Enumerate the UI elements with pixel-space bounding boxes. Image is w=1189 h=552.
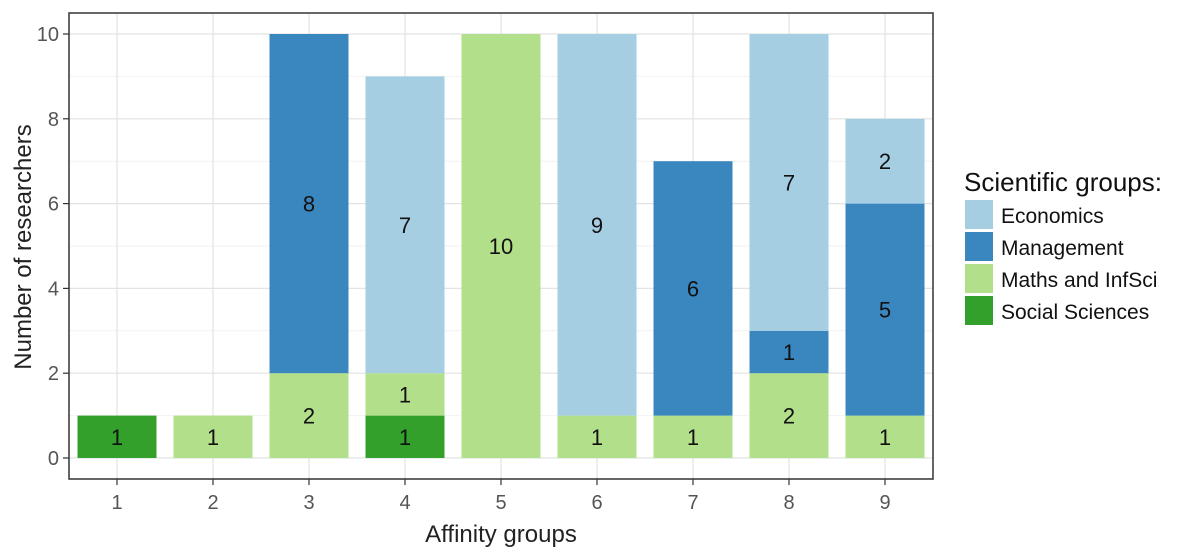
bar-segment (365, 76, 445, 374)
bar-segment (77, 415, 157, 458)
y-tick-label: 0 (48, 448, 59, 470)
y-tick-label: 8 (48, 109, 59, 131)
bar-value-label: 1 (591, 425, 603, 450)
x-axis-title: Affinity groups (425, 521, 577, 547)
bar-value-label: 1 (207, 425, 219, 450)
legend-label: Maths and InfSci (1001, 269, 1157, 292)
bar-segment (461, 34, 541, 458)
bar-value-label: 10 (489, 234, 513, 259)
bar-value-label: 5 (879, 298, 891, 323)
bar-segment (173, 415, 253, 458)
bar-segment (269, 373, 349, 458)
x-tick-label: 2 (207, 492, 218, 514)
y-axis-title: Number of researchers (10, 124, 37, 369)
bar-segment (845, 118, 925, 204)
x-tick-label: 4 (399, 492, 410, 514)
bar-value-label: 2 (879, 149, 891, 174)
bar-segment (845, 415, 925, 458)
y-tick-label: 6 (48, 194, 59, 216)
bar-value-label: 7 (783, 170, 795, 195)
bar-segment (749, 34, 829, 331)
bar-value-label: 6 (687, 276, 699, 301)
bar-value-label: 1 (111, 425, 123, 450)
bar-segment (365, 415, 445, 458)
bar-value-label: 8 (303, 192, 315, 217)
legend-label: Management (1001, 237, 1124, 260)
y-tick-label: 4 (48, 278, 59, 300)
x-tick-label: 8 (783, 492, 794, 514)
segment-labels: 1 1 2 8 1 1 7 10 1 9 1 6 2 1 7 1 5 2 (111, 149, 891, 450)
bar-value-label: 7 (399, 213, 411, 238)
legend-swatch (965, 232, 993, 261)
bar-value-label: 1 (879, 425, 891, 450)
legend-title: Scientific groups: (964, 167, 1162, 197)
bar-segment (749, 330, 829, 374)
bar-segment (365, 373, 445, 416)
bar-value-label: 1 (399, 382, 411, 407)
bar-segment (269, 34, 349, 374)
x-tick-label: 5 (495, 492, 506, 514)
bar-segment (845, 203, 925, 416)
bar-segment (749, 373, 829, 458)
legend-label: Social Sciences (1001, 301, 1149, 324)
bar-value-label: 1 (783, 340, 795, 365)
x-tick-label: 3 (303, 492, 314, 514)
bar-value-label: 9 (591, 213, 603, 238)
bar-value-label: 1 (687, 425, 699, 450)
bar-value-label: 1 (399, 425, 411, 450)
legend-swatch (965, 296, 993, 325)
x-tick-label: 9 (879, 492, 890, 514)
bars (77, 34, 925, 458)
bar-value-label: 2 (783, 404, 795, 429)
legend: Scientific groups: Economics Management Ma… (964, 167, 1162, 325)
x-axis-ticks: 1 2 3 4 5 6 7 8 9 (111, 479, 891, 514)
y-tick-label: 10 (37, 24, 59, 46)
legend-label: Economics (1001, 205, 1104, 228)
legend-swatch (965, 264, 993, 293)
bar-segment (653, 161, 733, 416)
y-axis-ticks: 0 2 4 6 8 10 (37, 24, 69, 470)
bar-value-label: 2 (303, 404, 315, 429)
legend-swatch (965, 200, 993, 229)
bar-segment (557, 415, 637, 458)
y-tick-label: 2 (48, 363, 59, 385)
x-tick-label: 6 (591, 492, 602, 514)
x-tick-label: 1 (111, 492, 122, 514)
bar-segment (653, 415, 733, 458)
x-tick-label: 7 (687, 492, 698, 514)
bar-segment (557, 34, 637, 416)
